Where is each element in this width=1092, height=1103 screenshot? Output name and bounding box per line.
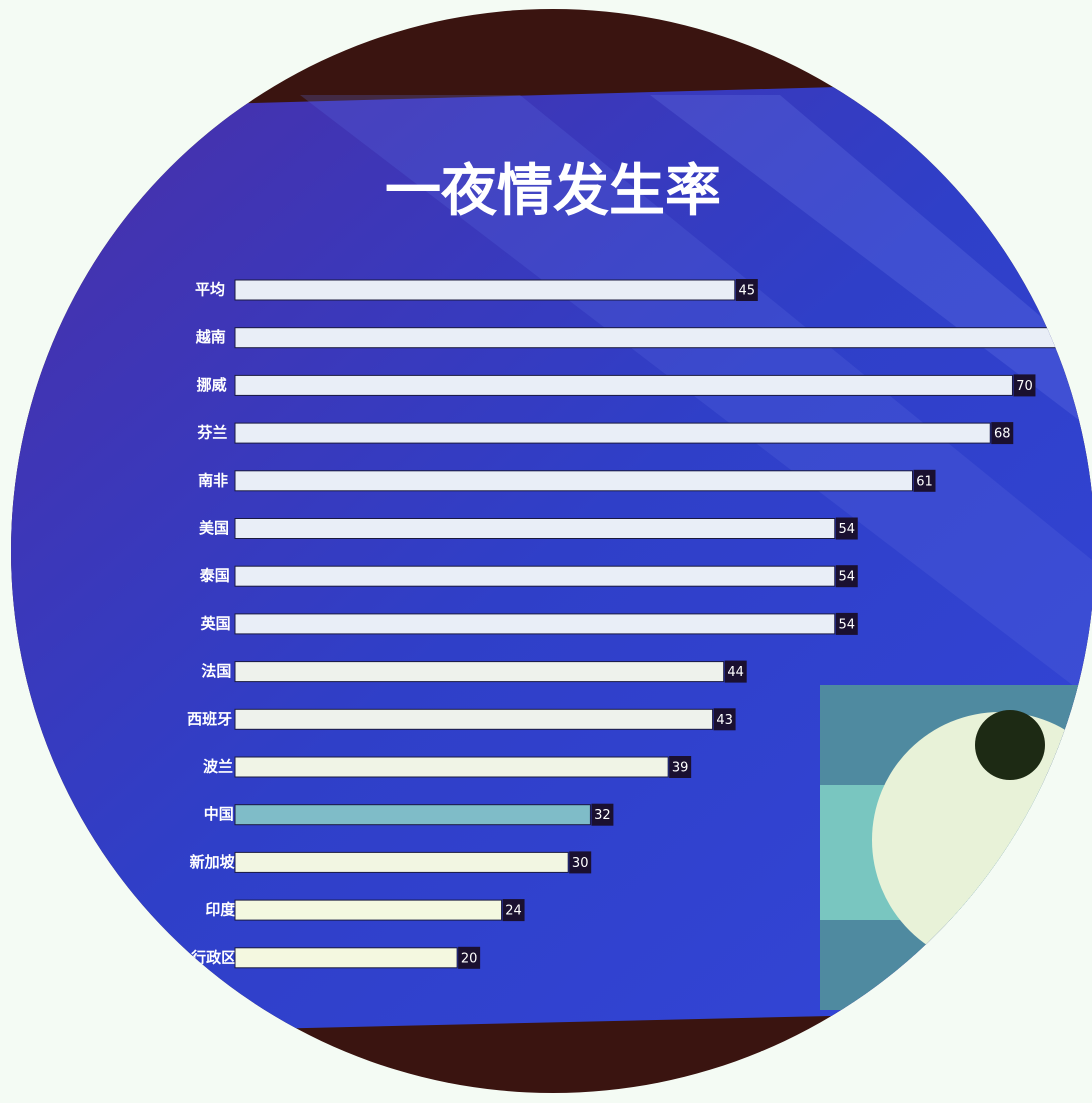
value-label-bg xyxy=(835,517,858,540)
bar xyxy=(234,470,914,492)
y-tick-label: 印度 xyxy=(205,901,236,919)
value-label-bg xyxy=(991,422,1014,445)
value-label: 44 xyxy=(727,665,744,680)
value-label: 54 xyxy=(838,522,855,537)
value-label-bg xyxy=(1013,374,1036,397)
y-tick-label: 西班牙 xyxy=(187,710,232,728)
bar xyxy=(234,518,836,539)
value-label-bg xyxy=(502,899,525,922)
y-tick-label: 新加坡 xyxy=(190,853,235,871)
value-label-bg xyxy=(669,756,692,778)
bar xyxy=(234,565,836,587)
value-label-bg xyxy=(835,565,858,588)
value-label: 54 xyxy=(838,617,855,632)
bar xyxy=(234,279,736,301)
y-tick-label: 法国 xyxy=(201,662,231,680)
value-label: 70 xyxy=(1016,379,1033,394)
streak xyxy=(300,95,1092,700)
value-label-bg xyxy=(913,469,936,492)
value-label-bg xyxy=(591,803,614,826)
value-label: 68 xyxy=(994,427,1011,442)
value-label: 24 xyxy=(505,904,522,919)
value-label: 61 xyxy=(916,474,933,489)
y-tick-label: 波兰 xyxy=(203,758,233,776)
bar xyxy=(234,327,1080,349)
value-label-bg xyxy=(735,279,758,301)
value-label: 39 xyxy=(672,761,689,776)
bar xyxy=(234,947,458,969)
bar xyxy=(234,613,836,635)
y-tick-label: 越南 xyxy=(195,328,226,346)
value-label: 54 xyxy=(838,570,855,585)
y-tick-label: 英国 xyxy=(201,614,231,632)
bar xyxy=(234,756,669,778)
bar xyxy=(234,804,591,826)
inset-figure xyxy=(975,710,1045,780)
bar xyxy=(234,374,1013,396)
value-label-bg xyxy=(569,851,592,874)
value-label: 20 xyxy=(461,951,478,966)
value-label-bg xyxy=(724,660,747,683)
chart-title: 一夜情发生率 xyxy=(385,159,721,224)
value-label-bg xyxy=(713,708,736,731)
y-tick-label: 平均 xyxy=(195,281,225,299)
slide xyxy=(11,80,1092,1035)
y-tick-label: 中国 xyxy=(204,805,234,823)
value-label-bg xyxy=(835,612,858,635)
y-tick-label: 美国 xyxy=(199,519,229,537)
bar xyxy=(234,899,503,921)
bar xyxy=(234,661,725,683)
bar xyxy=(234,422,991,444)
y-tick-label: 行政区 xyxy=(190,948,236,966)
bar xyxy=(234,708,714,730)
y-tick-label: 芬兰 xyxy=(197,424,227,442)
value-label: 30 xyxy=(572,856,589,871)
y-tick-label: 泰国 xyxy=(199,567,230,585)
value-label: 45 xyxy=(739,284,756,299)
bar xyxy=(234,851,569,873)
y-tick-label: 南非 xyxy=(198,471,228,489)
value-label-bg xyxy=(458,946,481,969)
y-tick-label: 挪威 xyxy=(197,376,227,394)
value-label: 32 xyxy=(594,808,611,823)
value-label: 43 xyxy=(716,713,733,728)
